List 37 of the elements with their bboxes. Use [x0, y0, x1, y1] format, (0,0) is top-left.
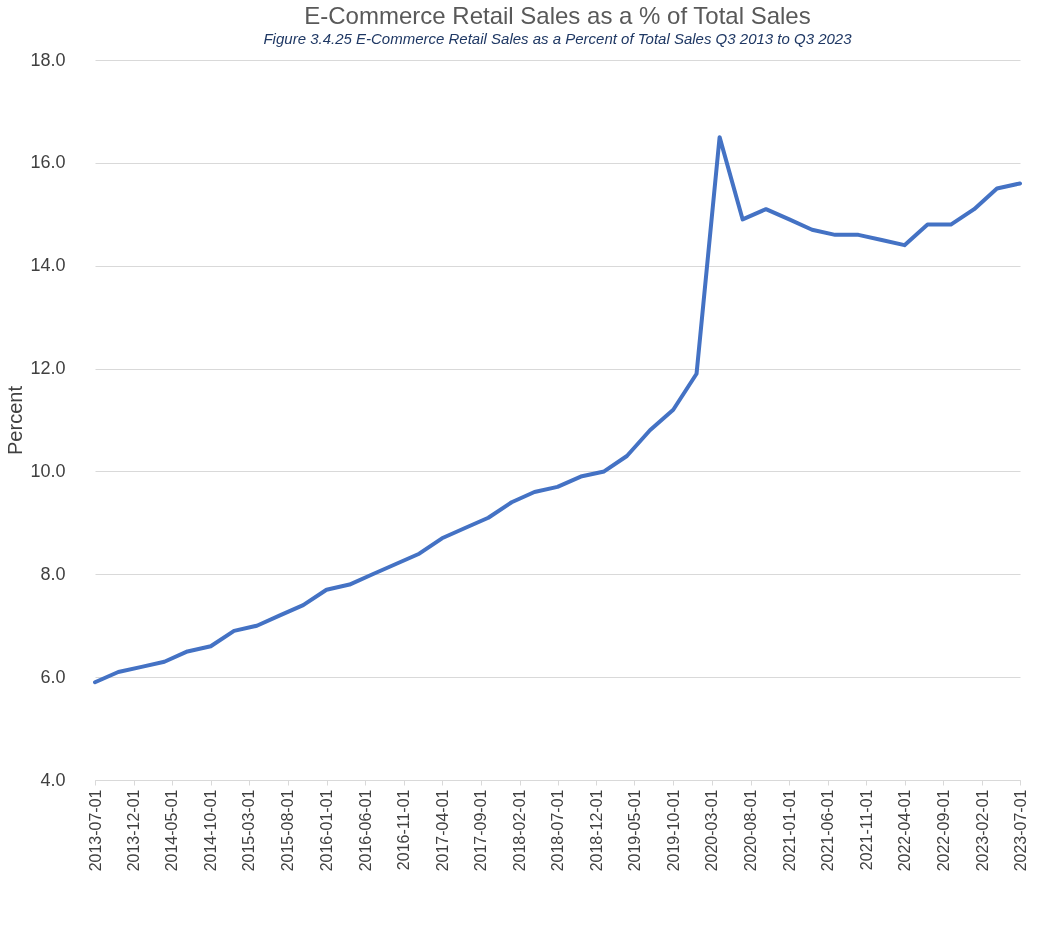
x-tick-label: 2013-07-01 [86, 789, 104, 872]
y-tick-label: 4.0 [40, 769, 66, 790]
y-tick-label: 10.0 [30, 460, 66, 481]
y-tick-label: 18.0 [30, 49, 66, 70]
y-tick-label: 6.0 [40, 666, 66, 687]
x-tick-label: 2016-01-01 [318, 789, 335, 872]
x-tick-label: 2018-02-01 [511, 789, 529, 872]
x-tick-label: 2017-04-01 [433, 789, 451, 872]
x-tick-label: 2020-03-01 [703, 789, 721, 872]
x-tick-label: 2018-07-01 [549, 789, 566, 872]
x-tick-label: 2019-10-01 [664, 789, 682, 872]
x-tick-label: 2019-05-01 [626, 789, 643, 872]
x-tick-label: 2021-01-01 [780, 789, 798, 872]
x-tick-label: 2022-04-01 [896, 789, 913, 872]
x-tick-label: 2023-02-01 [973, 789, 991, 872]
x-tick-label: 2017-09-01 [472, 789, 490, 872]
y-tick-label: 14.0 [30, 255, 66, 276]
x-tick-label: 2023-07-01 [1011, 789, 1029, 872]
line-series [93, 135, 1022, 685]
y-tick-label: 8.0 [40, 563, 66, 584]
x-tick-label: 2018-12-01 [587, 789, 605, 872]
y-tick-label: 16.0 [30, 152, 66, 173]
x-tick-label: 2013-12-01 [125, 789, 143, 872]
x-tick-label: 2016-06-01 [356, 789, 374, 872]
x-tick-label: 2015-08-01 [279, 789, 297, 872]
chart-title: E-Commerce Retail Sales as a % of Total Sales [304, 2, 811, 29]
x-tick-label: 2014-05-01 [163, 789, 181, 872]
x-tick-label: 2016-11-01 [395, 789, 413, 871]
x-tick-label: 2022-09-01 [934, 789, 952, 872]
x-tick-label: 2021-11-01 [857, 789, 875, 871]
x-tick-label: 2020-08-01 [742, 789, 759, 872]
x-tick-label: 2014-10-01 [202, 789, 220, 872]
x-tick-label: 2015-03-01 [240, 789, 258, 872]
x-tick-label: 2021-06-01 [819, 789, 836, 872]
y-axis-title: Percent [4, 385, 27, 455]
y-tick-label: 12.0 [30, 358, 66, 379]
caption: Figure 3.4.25 E-Commerce Retail Sales as a Percent of Total Sales Q3 2013 to Q3 2023 [263, 30, 853, 47]
